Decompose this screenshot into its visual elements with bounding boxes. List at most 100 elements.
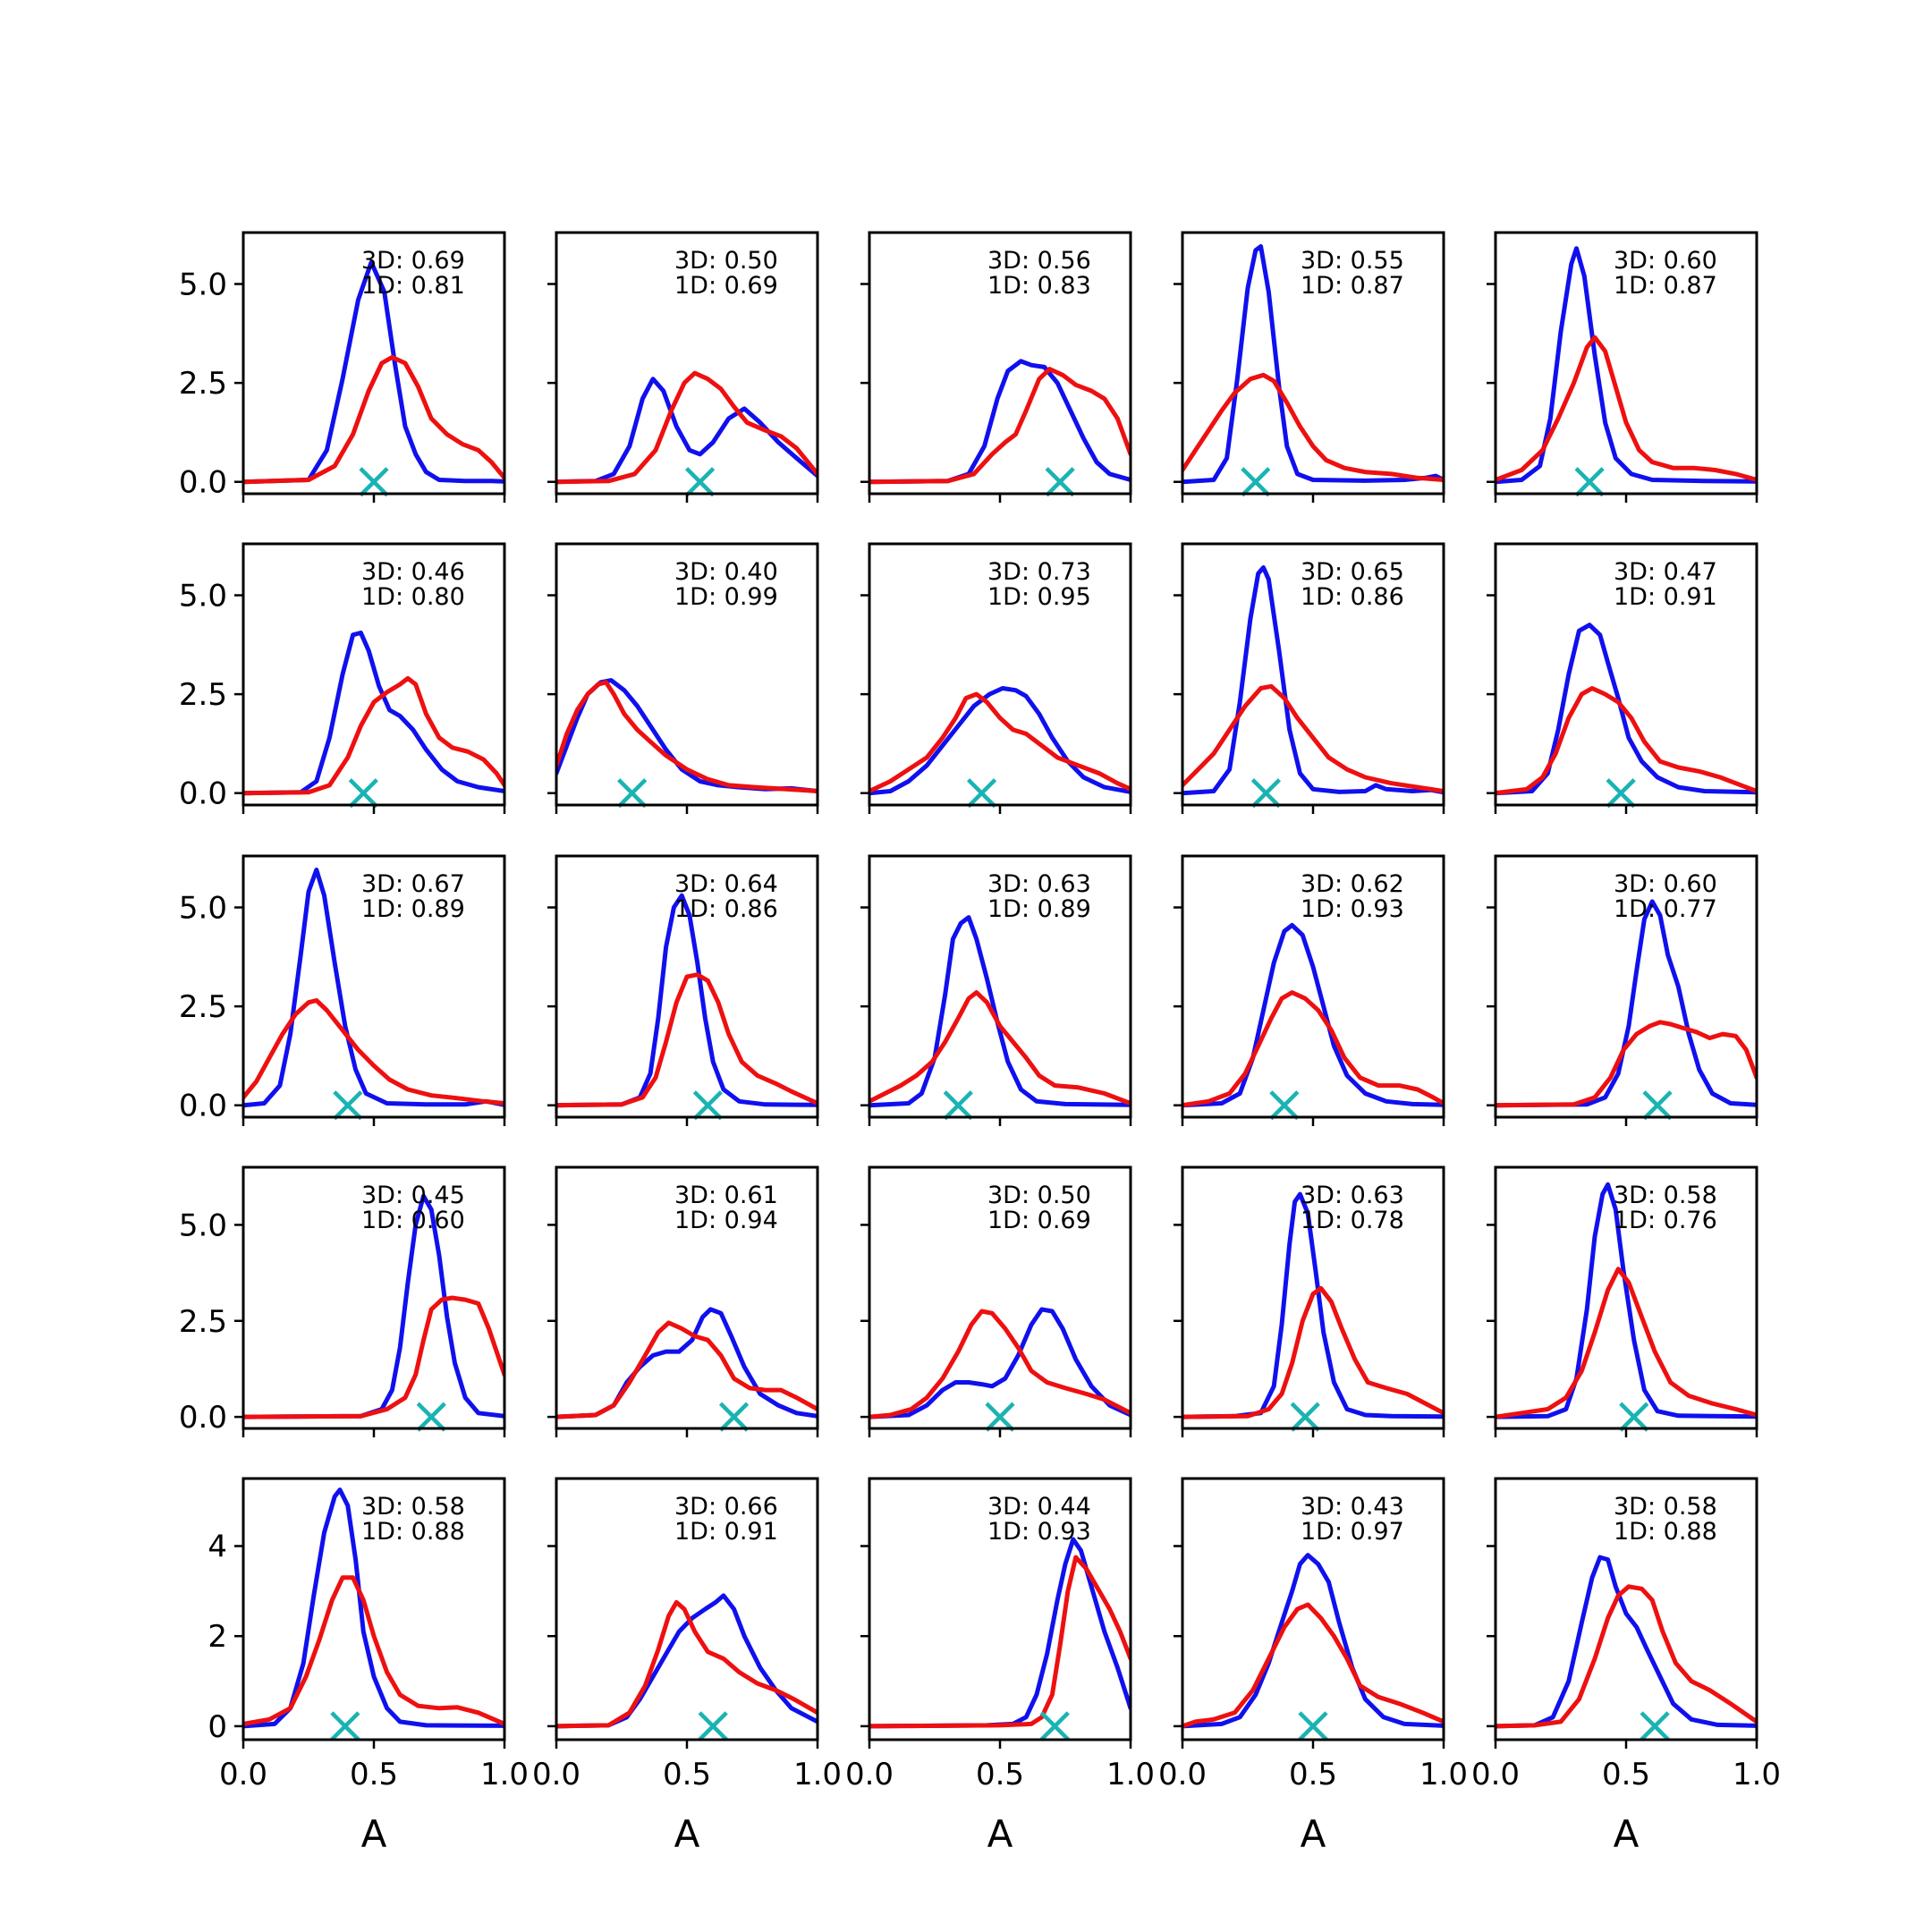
label-1d: 1D: 0.89: [361, 895, 465, 923]
label-3d: 3D: 0.67: [361, 870, 465, 898]
blue-curve: [869, 359, 1131, 485]
red-curve: [243, 1295, 504, 1419]
x-tick-label: 1.0: [480, 1757, 529, 1792]
label-1d: 1D: 0.78: [1301, 1207, 1404, 1234]
y-tick-label: 0.0: [179, 1400, 227, 1436]
label-1d: 1D: 0.87: [1614, 272, 1717, 300]
x-marker: [985, 1402, 1015, 1432]
x-tick-label: 0.0: [532, 1757, 580, 1792]
x-marker: [1039, 1711, 1070, 1741]
label-3d: 3D: 0.69: [361, 247, 465, 275]
x-marker: [718, 1402, 750, 1432]
label-1d: 1D: 0.88: [361, 1518, 465, 1546]
x-tick-label: 1.0: [1733, 1757, 1781, 1792]
red-curve: [869, 367, 1131, 485]
label-1d: 1D: 0.89: [987, 895, 1091, 923]
label-3d: 3D: 0.63: [987, 870, 1091, 898]
y-tick-label: 0.0: [179, 465, 227, 501]
y-tick-label: 0.0: [179, 1089, 227, 1124]
x-marker: [1241, 467, 1271, 497]
x-marker: [1045, 467, 1075, 497]
label-3d: 3D: 0.56: [987, 247, 1091, 275]
blue-curve: [1496, 899, 1757, 1108]
red-curve: [556, 370, 818, 485]
label-1d: 1D: 0.76: [1614, 1207, 1717, 1234]
x-marker: [966, 778, 997, 809]
blue-curve: [869, 1307, 1131, 1419]
label-1d: 1D: 0.86: [1301, 583, 1404, 611]
label-1d: 1D: 0.69: [987, 1207, 1091, 1234]
blue-curve: [1182, 1191, 1444, 1419]
label-3d: 3D: 0.50: [674, 247, 778, 275]
red-curve: [556, 972, 818, 1108]
label-1d: 1D: 0.86: [674, 895, 778, 923]
x-tick-label: 0.0: [1158, 1757, 1207, 1792]
red-curve: [1182, 683, 1444, 793]
label-1d: 1D: 0.91: [674, 1518, 778, 1546]
red-curve: [1496, 1020, 1757, 1108]
x-marker-stroke: [1045, 467, 1075, 497]
blue-curve: [556, 893, 818, 1108]
label-1d: 1D: 0.77: [1614, 895, 1717, 923]
label-1d: 1D: 0.93: [987, 1518, 1091, 1546]
label-1d: 1D: 0.69: [674, 272, 778, 300]
x-axis-label: A: [1301, 1812, 1326, 1856]
x-tick-label: 1.0: [1106, 1757, 1155, 1792]
blue-curve: [869, 686, 1131, 796]
x-marker: [1250, 778, 1282, 809]
x-marker-stroke: [1241, 467, 1271, 497]
label-1d: 1D: 0.94: [674, 1207, 778, 1234]
x-marker: [1640, 1711, 1670, 1741]
label-3d: 3D: 0.45: [361, 1182, 465, 1209]
label-1d: 1D: 0.60: [361, 1207, 465, 1234]
label-3d: 3D: 0.60: [1614, 247, 1717, 275]
label-1d: 1D: 0.93: [1301, 895, 1404, 923]
red-curve: [1496, 1584, 1757, 1729]
red-curve: [869, 1309, 1131, 1419]
x-marker-stroke: [1269, 1090, 1300, 1121]
label-3d: 3D: 0.58: [1614, 1493, 1717, 1521]
y-tick-label: 0: [208, 1709, 227, 1745]
blue-curve: [243, 631, 504, 796]
x-marker-stroke: [1640, 1711, 1670, 1741]
x-marker: [692, 1090, 723, 1121]
x-marker-stroke: [1606, 778, 1636, 809]
x-tick-label: 0.5: [976, 1757, 1024, 1792]
y-tick-label: 2: [208, 1619, 227, 1655]
y-tick-label: 0.0: [179, 776, 227, 812]
label-3d: 3D: 0.64: [674, 870, 778, 898]
x-tick-label: 0.5: [663, 1757, 711, 1792]
label-1d: 1D: 0.83: [987, 272, 1091, 300]
red-curve: [243, 1575, 504, 1726]
x-marker-stroke: [617, 778, 648, 809]
x-marker: [943, 1090, 973, 1121]
red-curve: [1496, 1267, 1757, 1419]
label-3d: 3D: 0.65: [1301, 558, 1404, 586]
blue-curve: [243, 1487, 504, 1729]
x-marker-stroke: [1619, 1402, 1649, 1432]
x-marker: [330, 1711, 360, 1741]
label-1d: 1D: 0.91: [1614, 583, 1717, 611]
x-axis-label: A: [674, 1812, 700, 1856]
label-3d: 3D: 0.62: [1301, 870, 1404, 898]
label-1d: 1D: 0.81: [361, 272, 465, 300]
x-marker-stroke: [685, 467, 716, 497]
x-tick-label: 0.5: [350, 1757, 398, 1792]
x-marker-stroke: [359, 467, 389, 497]
label-3d: 3D: 0.73: [987, 558, 1091, 586]
